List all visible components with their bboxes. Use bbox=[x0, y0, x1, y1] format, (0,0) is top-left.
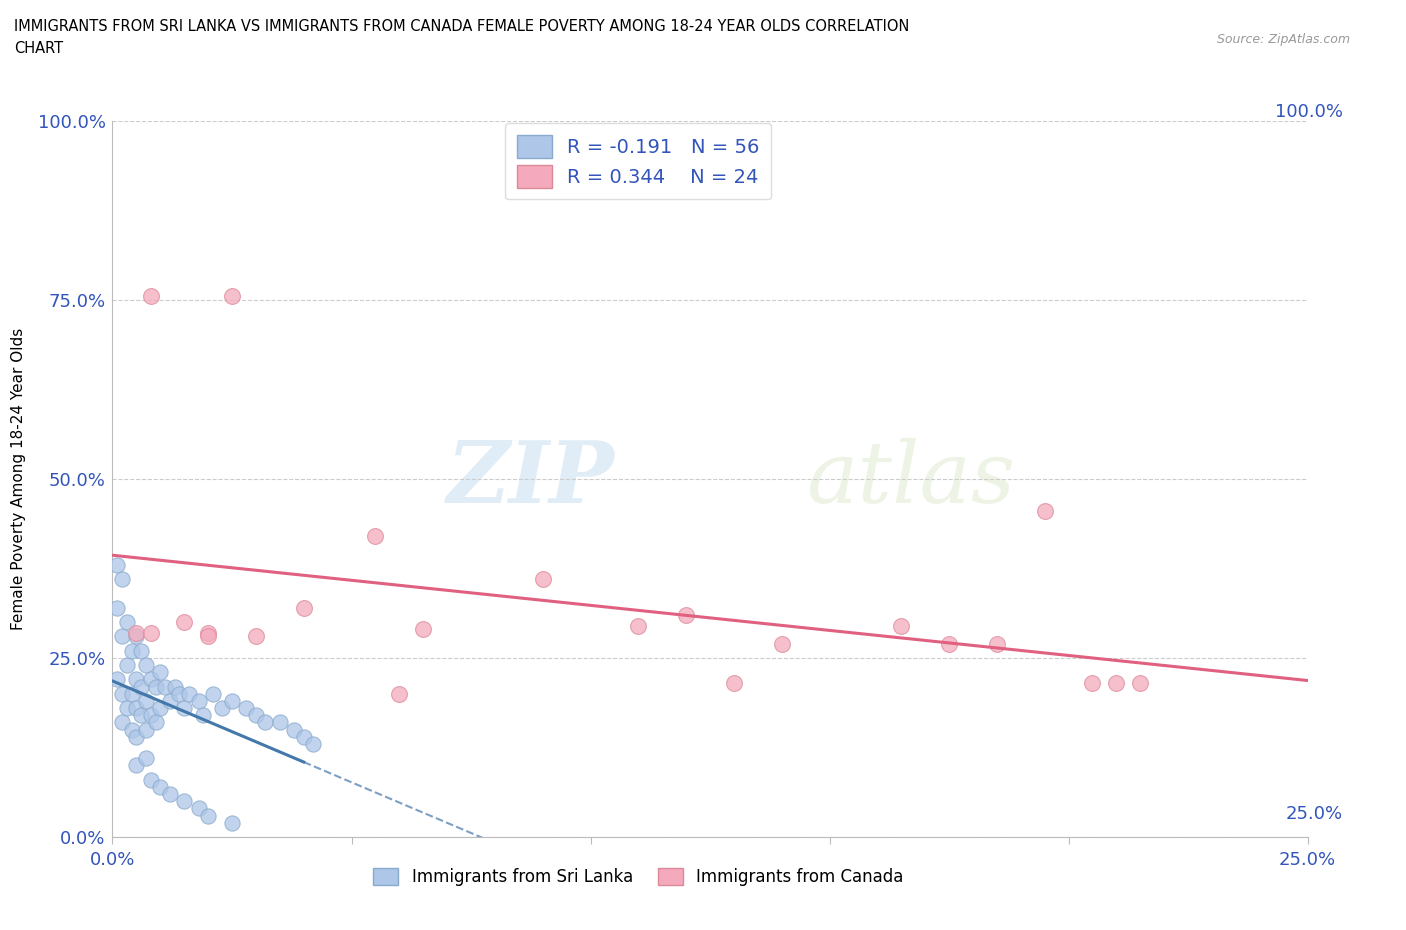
Point bbox=[135, 722, 157, 737]
Text: 25.0%: 25.0% bbox=[1285, 804, 1343, 823]
Point bbox=[111, 715, 134, 730]
Point bbox=[723, 675, 745, 690]
Text: Source: ZipAtlas.com: Source: ZipAtlas.com bbox=[1216, 33, 1350, 46]
Point bbox=[149, 700, 172, 715]
Point bbox=[187, 694, 209, 709]
Point bbox=[125, 672, 148, 687]
Point bbox=[149, 665, 172, 680]
Point bbox=[193, 708, 215, 723]
Point bbox=[173, 615, 195, 630]
Point bbox=[121, 644, 143, 658]
Point bbox=[211, 700, 233, 715]
Legend: Immigrants from Sri Lanka, Immigrants from Canada: Immigrants from Sri Lanka, Immigrants fr… bbox=[367, 861, 910, 893]
Point bbox=[125, 729, 148, 744]
Point bbox=[139, 772, 162, 787]
Point bbox=[169, 686, 191, 701]
Text: ZIP: ZIP bbox=[447, 437, 614, 521]
Point bbox=[121, 686, 143, 701]
Point bbox=[187, 801, 209, 816]
Point bbox=[105, 557, 128, 572]
Text: atlas: atlas bbox=[806, 438, 1015, 520]
Point bbox=[221, 816, 243, 830]
Point bbox=[197, 629, 219, 644]
Point bbox=[125, 700, 148, 715]
Point bbox=[149, 779, 172, 794]
Point bbox=[221, 289, 243, 304]
Point bbox=[115, 700, 138, 715]
Point bbox=[1105, 675, 1128, 690]
Point bbox=[235, 700, 257, 715]
Point bbox=[197, 808, 219, 823]
Point bbox=[125, 758, 148, 773]
Point bbox=[145, 679, 167, 694]
Y-axis label: Female Poverty Among 18-24 Year Olds: Female Poverty Among 18-24 Year Olds bbox=[11, 328, 27, 631]
Point bbox=[129, 679, 152, 694]
Point bbox=[201, 686, 224, 701]
Point bbox=[129, 644, 152, 658]
Point bbox=[163, 679, 186, 694]
Point bbox=[135, 694, 157, 709]
Point bbox=[135, 751, 157, 765]
Point bbox=[115, 615, 138, 630]
Point bbox=[173, 700, 195, 715]
Point bbox=[115, 658, 138, 672]
Point bbox=[269, 715, 291, 730]
Point bbox=[125, 626, 148, 641]
Point bbox=[197, 626, 219, 641]
Text: 100.0%: 100.0% bbox=[1275, 102, 1343, 121]
Point bbox=[292, 729, 315, 744]
Point bbox=[111, 686, 134, 701]
Point bbox=[153, 679, 176, 694]
Point bbox=[1033, 504, 1056, 519]
Point bbox=[770, 636, 793, 651]
Point bbox=[938, 636, 960, 651]
Point bbox=[139, 626, 162, 641]
Text: IMMIGRANTS FROM SRI LANKA VS IMMIGRANTS FROM CANADA FEMALE POVERTY AMONG 18-24 Y: IMMIGRANTS FROM SRI LANKA VS IMMIGRANTS … bbox=[14, 19, 910, 56]
Point bbox=[111, 629, 134, 644]
Point bbox=[364, 529, 387, 544]
Point bbox=[139, 708, 162, 723]
Point bbox=[125, 629, 148, 644]
Point bbox=[890, 618, 912, 633]
Point bbox=[627, 618, 650, 633]
Point bbox=[129, 708, 152, 723]
Point bbox=[302, 737, 325, 751]
Point bbox=[121, 722, 143, 737]
Point bbox=[145, 715, 167, 730]
Point bbox=[412, 622, 434, 637]
Point bbox=[245, 708, 267, 723]
Point bbox=[139, 672, 162, 687]
Point bbox=[139, 289, 162, 304]
Point bbox=[111, 572, 134, 587]
Point bbox=[105, 601, 128, 616]
Point bbox=[245, 629, 267, 644]
Point bbox=[292, 601, 315, 616]
Point bbox=[986, 636, 1008, 651]
Point bbox=[531, 572, 554, 587]
Point bbox=[159, 787, 181, 802]
Point bbox=[1081, 675, 1104, 690]
Point bbox=[221, 694, 243, 709]
Point bbox=[388, 686, 411, 701]
Point bbox=[177, 686, 200, 701]
Point bbox=[254, 715, 277, 730]
Point bbox=[105, 672, 128, 687]
Point bbox=[675, 607, 697, 622]
Point bbox=[159, 694, 181, 709]
Point bbox=[173, 794, 195, 809]
Point bbox=[283, 722, 305, 737]
Point bbox=[135, 658, 157, 672]
Point bbox=[1129, 675, 1152, 690]
